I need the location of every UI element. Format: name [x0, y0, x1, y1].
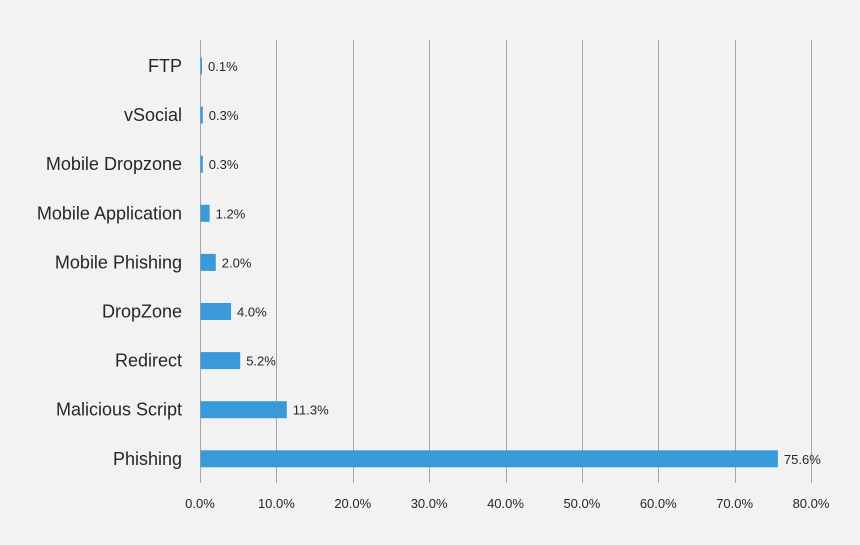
data-label: 4.0% [237, 305, 267, 320]
x-tick-label: 50.0% [563, 496, 600, 511]
x-tick-label: 40.0% [487, 496, 524, 511]
bar [200, 204, 210, 222]
x-tick-labels: 0.0% 10.0% 20.0% 30.0% 40.0% 50.0% 60.0% 70.0% 8… [185, 496, 830, 511]
category-label: Mobile Dropzone [46, 154, 182, 174]
category-labels: FTP vSocial Mobile Dropzone Mobile Applicat… [37, 56, 182, 469]
data-label: 2.0% [222, 255, 252, 270]
bar [200, 155, 203, 173]
bar [200, 401, 287, 419]
bar [200, 106, 203, 124]
data-label: 5.2% [246, 354, 276, 369]
data-label: 0.1% [208, 59, 238, 74]
category-label: Malicious Script [56, 400, 182, 420]
x-tick-label: 70.0% [716, 496, 753, 511]
bar [200, 57, 202, 75]
bar [200, 253, 216, 271]
data-label: 1.2% [216, 206, 246, 221]
x-tick-label: 0.0% [185, 496, 215, 511]
bar [200, 352, 241, 370]
bars [200, 57, 778, 468]
category-label: FTP [148, 56, 182, 76]
data-label: 75.6% [784, 452, 821, 467]
gridlines [200, 40, 812, 483]
bar [200, 450, 778, 468]
data-label: 0.3% [209, 157, 239, 172]
category-label: Phishing [113, 449, 182, 469]
x-tick-label: 10.0% [258, 496, 295, 511]
data-labels: 0.1% 0.3% 0.3% 1.2% 2.0% 4.0% 5.2% 11.3% 75.6% [208, 59, 821, 467]
category-label: Mobile Phishing [55, 252, 182, 272]
x-tick-label: 20.0% [334, 496, 371, 511]
data-label: 0.3% [209, 108, 239, 123]
x-tick-label: 60.0% [640, 496, 677, 511]
category-label: Mobile Application [37, 203, 182, 223]
data-label: 11.3% [293, 403, 329, 418]
x-tick-label: 80.0% [793, 496, 830, 511]
x-tick-label: 30.0% [411, 496, 448, 511]
bar [200, 303, 232, 320]
category-label: Redirect [115, 351, 182, 371]
category-label: DropZone [102, 302, 182, 322]
category-label: vSocial [124, 105, 182, 125]
